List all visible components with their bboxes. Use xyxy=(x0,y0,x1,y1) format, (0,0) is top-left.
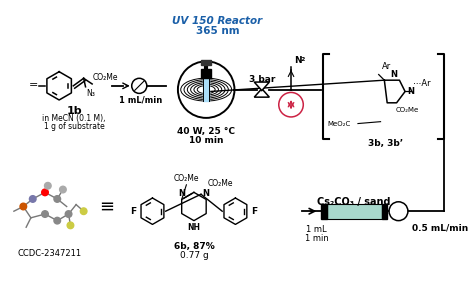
Circle shape xyxy=(132,78,147,93)
Circle shape xyxy=(54,217,61,224)
Circle shape xyxy=(65,211,72,217)
Text: F: F xyxy=(251,207,257,216)
Text: CCDC-2347211: CCDC-2347211 xyxy=(18,249,82,258)
Bar xyxy=(327,204,382,219)
Circle shape xyxy=(42,189,48,196)
Text: 3b, 3b’: 3b, 3b’ xyxy=(368,139,403,148)
Circle shape xyxy=(45,182,51,189)
Text: CO₂Me: CO₂Me xyxy=(173,174,199,183)
Text: 0.77 g: 0.77 g xyxy=(180,251,208,260)
Circle shape xyxy=(29,196,36,202)
Circle shape xyxy=(279,92,303,117)
Text: =: = xyxy=(29,80,38,90)
Circle shape xyxy=(20,203,27,210)
Text: Ar: Ar xyxy=(382,63,391,72)
Circle shape xyxy=(42,211,48,217)
Bar xyxy=(201,60,211,65)
Circle shape xyxy=(67,222,74,229)
Text: N: N xyxy=(390,70,397,79)
Circle shape xyxy=(81,208,87,215)
Text: F: F xyxy=(130,207,137,216)
Text: N: N xyxy=(407,87,414,96)
Text: 1 mL/min: 1 mL/min xyxy=(118,95,162,104)
Text: 3 bar: 3 bar xyxy=(249,74,275,83)
Text: N: N xyxy=(178,190,185,198)
Bar xyxy=(203,78,210,101)
Bar xyxy=(382,204,387,219)
Text: 10 min: 10 min xyxy=(189,136,223,145)
Bar xyxy=(201,69,211,78)
Text: 365 nm: 365 nm xyxy=(196,26,239,35)
Text: 1 min: 1 min xyxy=(305,234,328,243)
Text: UV 150 Reactor: UV 150 Reactor xyxy=(173,16,263,26)
Circle shape xyxy=(60,186,66,193)
Text: 40 W, 25 °C: 40 W, 25 °C xyxy=(177,127,235,136)
Text: MeO₂C: MeO₂C xyxy=(328,121,351,127)
Text: 1b: 1b xyxy=(66,105,82,116)
Text: ⋯Ar: ⋯Ar xyxy=(413,80,430,89)
Text: N: N xyxy=(294,56,301,65)
Text: 1 g of substrate: 1 g of substrate xyxy=(44,122,105,131)
Text: N₃: N₃ xyxy=(86,89,95,98)
Text: CO₂Me: CO₂Me xyxy=(207,179,233,188)
Text: 0.5 mL/min: 0.5 mL/min xyxy=(412,224,468,232)
Text: CO₂Me: CO₂Me xyxy=(396,107,419,113)
Circle shape xyxy=(389,202,408,221)
Polygon shape xyxy=(254,89,269,97)
Text: in MeCN (0.1 M),: in MeCN (0.1 M), xyxy=(43,114,106,123)
Circle shape xyxy=(54,196,61,202)
Text: NH: NH xyxy=(187,224,201,232)
Text: 6b, 87%: 6b, 87% xyxy=(173,242,214,251)
Text: N: N xyxy=(203,190,210,198)
Text: Cs₂CO₃ / sand: Cs₂CO₃ / sand xyxy=(318,197,391,207)
Circle shape xyxy=(178,61,235,118)
Text: ≡: ≡ xyxy=(99,198,114,215)
Text: 1 mL: 1 mL xyxy=(306,225,327,234)
Bar xyxy=(321,204,327,219)
Text: CO₂Me: CO₂Me xyxy=(93,73,118,82)
Polygon shape xyxy=(254,82,269,91)
Text: 2: 2 xyxy=(301,57,305,62)
